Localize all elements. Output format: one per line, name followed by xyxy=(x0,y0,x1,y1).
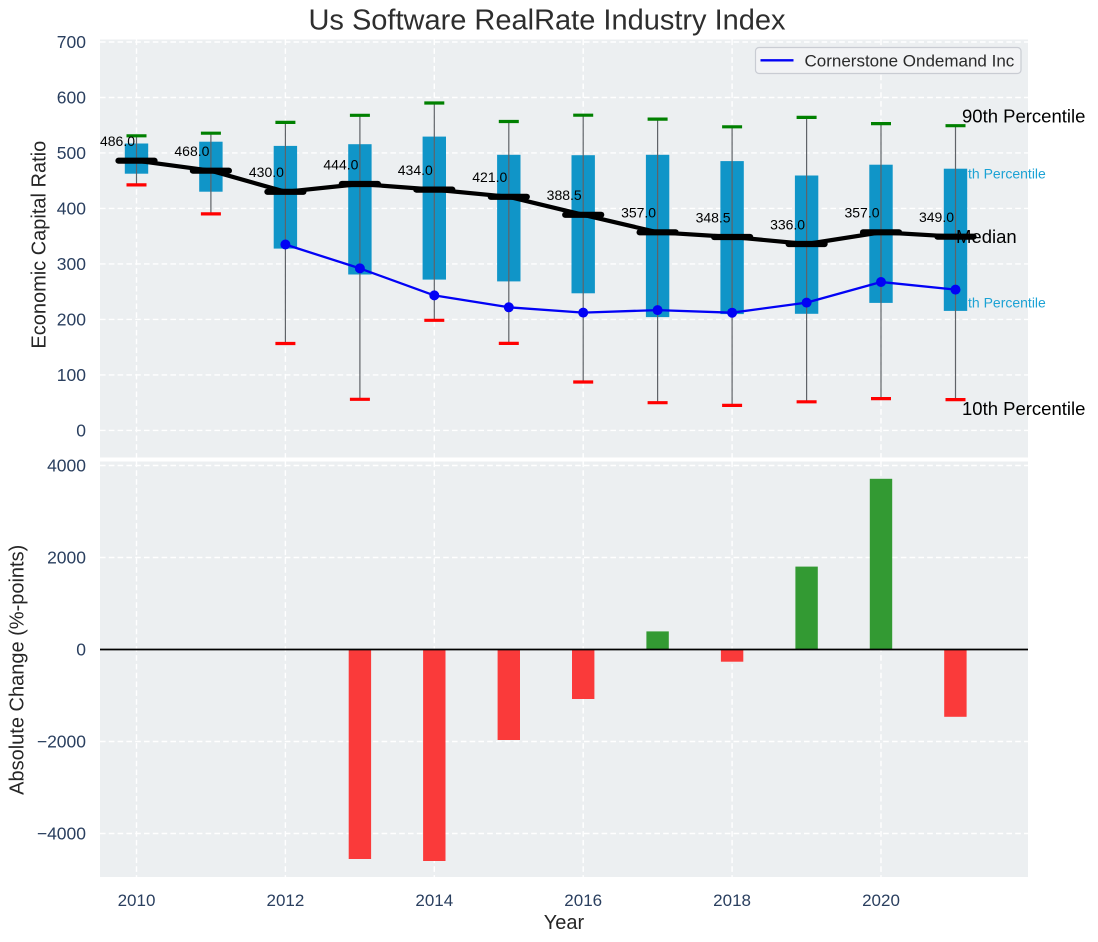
svg-text:430.0: 430.0 xyxy=(249,164,284,180)
svg-text:90th Percentile: 90th Percentile xyxy=(962,106,1085,127)
svg-text:2016: 2016 xyxy=(564,891,602,910)
svg-text:388.5: 388.5 xyxy=(547,187,582,203)
svg-text:2020: 2020 xyxy=(862,891,900,910)
svg-text:434.0: 434.0 xyxy=(398,162,433,178)
svg-text:th Percentile: th Percentile xyxy=(968,166,1046,182)
svg-text:−2000: −2000 xyxy=(37,732,86,752)
svg-text:348.5: 348.5 xyxy=(696,209,731,225)
svg-text:486.0: 486.0 xyxy=(100,133,135,149)
svg-text:Median: Median xyxy=(956,226,1017,247)
svg-text:421.0: 421.0 xyxy=(472,169,507,185)
svg-text:100: 100 xyxy=(57,365,86,385)
svg-text:4000: 4000 xyxy=(47,456,86,476)
svg-text:2012: 2012 xyxy=(266,891,304,910)
svg-text:−4000: −4000 xyxy=(37,824,86,844)
svg-text:Absolute Change (%-points): Absolute Change (%-points) xyxy=(6,545,28,795)
svg-text:Cornerstone Ondemand Inc: Cornerstone Ondemand Inc xyxy=(805,51,1015,70)
svg-text:357.0: 357.0 xyxy=(844,205,879,221)
svg-text:200: 200 xyxy=(57,310,86,330)
svg-text:Economic Capital Ratio: Economic Capital Ratio xyxy=(28,141,50,349)
svg-text:468.0: 468.0 xyxy=(174,143,209,159)
svg-text:300: 300 xyxy=(57,254,86,274)
svg-text:0: 0 xyxy=(76,640,86,660)
svg-text:600: 600 xyxy=(57,88,86,108)
svg-text:400: 400 xyxy=(57,199,86,219)
svg-text:2010: 2010 xyxy=(118,891,156,910)
svg-text:Us Software RealRate Industry: Us Software RealRate Industry Index xyxy=(308,5,786,37)
svg-text:0: 0 xyxy=(76,421,86,441)
svg-text:500: 500 xyxy=(57,143,86,163)
svg-text:2018: 2018 xyxy=(713,891,751,910)
svg-text:349.0: 349.0 xyxy=(919,209,954,225)
svg-text:th Percentile: th Percentile xyxy=(968,295,1046,311)
svg-text:2000: 2000 xyxy=(47,548,86,568)
svg-text:10th Percentile: 10th Percentile xyxy=(962,398,1085,419)
svg-text:357.0: 357.0 xyxy=(621,205,656,221)
svg-text:700: 700 xyxy=(57,32,86,52)
svg-text:336.0: 336.0 xyxy=(770,216,805,232)
svg-text:444.0: 444.0 xyxy=(323,156,358,172)
svg-text:2014: 2014 xyxy=(415,891,453,910)
svg-text:Year: Year xyxy=(544,912,585,934)
